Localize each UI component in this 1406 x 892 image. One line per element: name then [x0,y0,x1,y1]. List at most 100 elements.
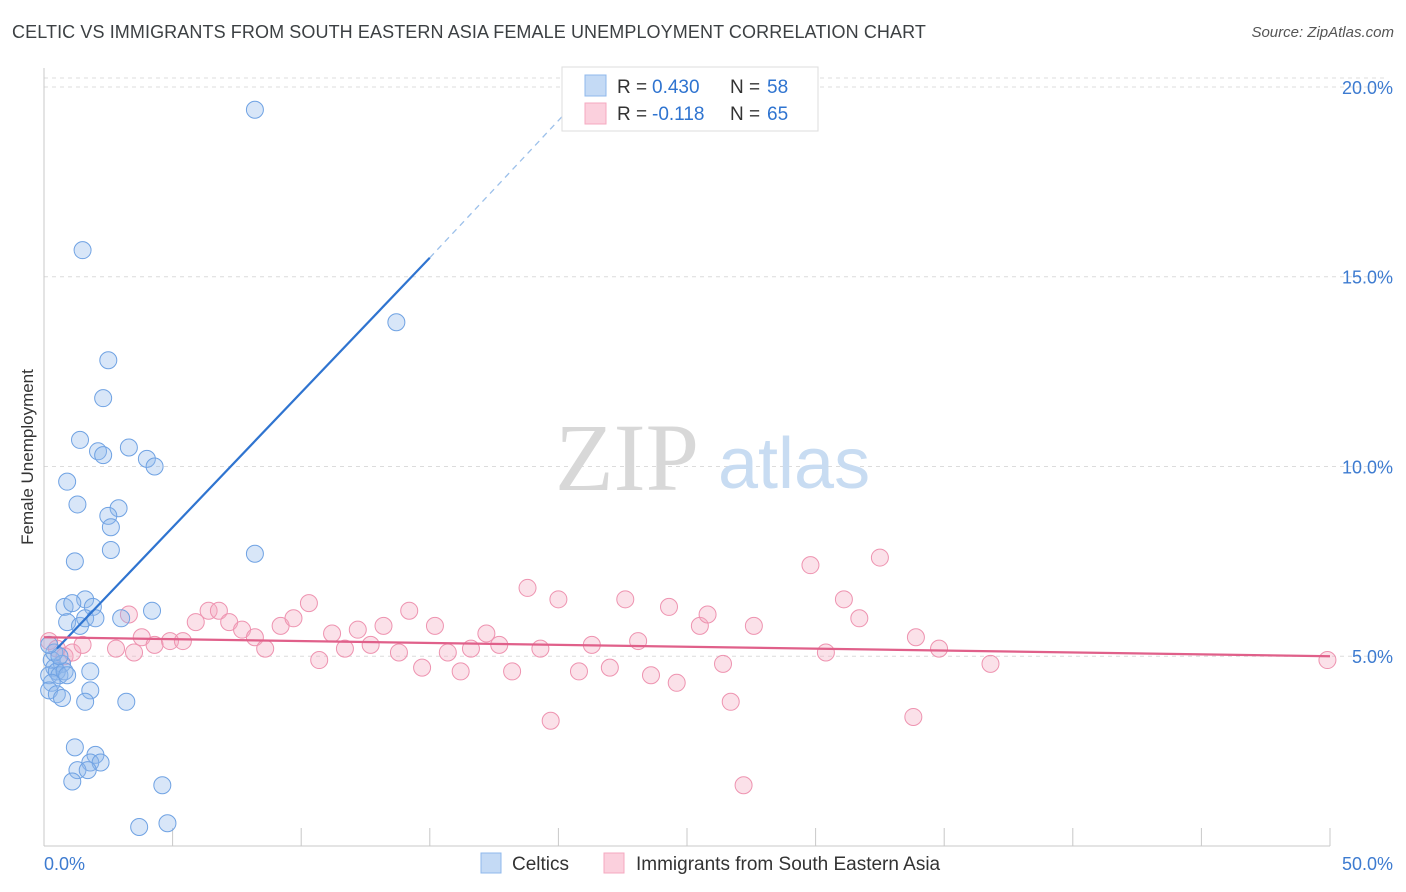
celtics-point [119,438,138,457]
stats-box: R = 0.430 N = 58 R = -0.118 N = 65 [561,66,819,132]
legend-label-immigrants: Immigrants from South Eastern Asia [636,854,941,875]
celtics-point [63,772,82,791]
celtics-point [99,506,118,525]
celtics-point [81,662,100,681]
immigrants-trend-line [43,636,1331,658]
celtics-point [76,692,95,711]
immigrants-point [569,662,588,681]
stats-swatch-blue [584,74,607,97]
immigrants-point [541,711,560,730]
celtics-point [143,601,162,620]
immigrants-point [667,673,686,692]
immigrants-point [981,654,1000,673]
stats-n-value: 58 [767,77,788,98]
stats-r-value: 0.430 [652,77,700,98]
immigrants-point [477,624,496,643]
chart-title: CELTIC VS IMMIGRANTS FROM SOUTH EASTERN … [12,22,926,42]
celtics-point [68,761,87,780]
celtics-point [137,449,156,468]
watermark: ZIP atlas [555,404,870,511]
immigrants-point [348,620,367,639]
celtics-point [99,351,118,370]
grid-lines [44,77,1386,657]
immigrants-point [323,624,342,643]
legend: Celtics Immigrants from South Eastern As… [480,852,941,875]
immigrants-point [256,639,275,658]
celtics-point [78,761,97,780]
immigrants-point [400,601,419,620]
immigrants-point [425,616,444,635]
immigrants-point [173,632,192,651]
immigrants-point [361,635,380,654]
immigrants-point [335,639,354,658]
celtics-point [71,430,90,449]
immigrants-point [125,643,144,662]
immigrants-point [284,609,303,628]
celtics-point [94,446,113,465]
celtics-point [86,609,105,628]
stats-r-label: R = [617,77,647,98]
y-tick-label: 5.0% [1352,647,1393,667]
celtics-point [58,666,77,685]
celtics-point [50,647,69,666]
immigrants-point [834,590,853,609]
watermark-zip: ZIP [555,404,699,511]
celtics-trend-line [56,256,431,650]
stats-swatch-pink [584,102,607,125]
immigrants-point [209,601,228,620]
watermark-atlas: atlas [718,424,870,504]
immigrants-point [503,662,522,681]
immigrants-point [451,662,470,681]
immigrants-point [413,658,432,677]
immigrants-point [310,651,329,670]
celtics-point [145,457,164,476]
immigrants-point [816,643,835,662]
stats-n-value: 65 [767,104,788,125]
immigrants-point [721,692,740,711]
immigrants-point [734,776,753,795]
celtics-point [245,100,264,119]
immigrants-point [904,707,923,726]
immigrants-point [744,616,763,635]
immigrants-point [518,578,537,597]
immigrants-point [374,616,393,635]
immigrants-point [438,643,457,662]
celtics-point [81,681,100,700]
celtics-point [53,688,72,707]
stats-r-value: -0.118 [652,104,704,125]
celtics-point [68,495,87,514]
immigrants-point [600,658,619,677]
celtics-point [65,738,84,757]
trend-lines [43,78,1331,658]
immigrants-point [299,594,318,613]
x-tick-label: 50.0% [1342,854,1393,874]
celtics-point [65,552,84,571]
immigrants-point [616,590,635,609]
celtics-point [387,313,406,332]
celtics-point [73,241,92,260]
immigrants-point [850,609,869,628]
y-tick-label: 15.0% [1342,268,1393,288]
immigrants-point [930,639,949,658]
celtics-point [112,609,131,628]
immigrants-point [107,639,126,658]
celtics-point [109,499,128,518]
celtics-point [101,540,120,559]
immigrants-point [73,635,92,654]
y-tick-label: 10.0% [1342,457,1393,477]
celtics-point [58,472,77,491]
celtics-point [63,594,82,613]
immigrants-point [659,597,678,616]
immigrants-point [161,632,180,651]
immigrants-point [870,548,889,567]
celtics-point [158,814,177,833]
immigrants-point [549,590,568,609]
tick-labels: 5.0% 10.0% 15.0% 20.0% 0.0% 50.0% [43,78,1393,874]
stats-n-label: N = [730,104,760,125]
data-points [40,100,1337,837]
immigrants-point [906,628,925,647]
legend-swatch-celtics [480,852,502,874]
immigrants-point [199,601,218,620]
celtics-point [42,673,61,692]
